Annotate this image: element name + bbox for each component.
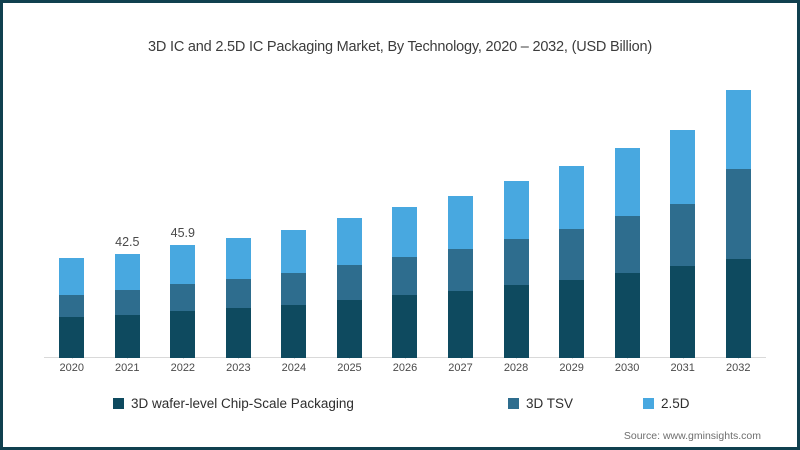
bar-segment[interactable] bbox=[281, 272, 307, 305]
stacked-bar[interactable] bbox=[392, 206, 418, 358]
bar-segment[interactable] bbox=[170, 284, 196, 312]
bar-column[interactable] bbox=[599, 76, 655, 359]
bar-segment[interactable] bbox=[392, 295, 418, 358]
bar-value-label: 45.9 bbox=[170, 226, 195, 241]
bar-segment[interactable] bbox=[614, 148, 640, 217]
stacked-bar[interactable] bbox=[170, 245, 196, 358]
stacked-bar[interactable] bbox=[614, 148, 640, 358]
bar-segment[interactable] bbox=[281, 304, 307, 358]
chart-title: 3D IC and 2.5D IC Packaging Market, By T… bbox=[148, 39, 652, 55]
x-axis-tick-label: 2020 bbox=[59, 362, 84, 374]
bar-segment[interactable] bbox=[614, 216, 640, 273]
legend-swatch-icon bbox=[643, 398, 654, 409]
bar-segment[interactable] bbox=[392, 206, 418, 257]
bar-column[interactable] bbox=[655, 76, 711, 359]
bar-segment[interactable] bbox=[725, 168, 751, 260]
legend-item[interactable]: 3D TSV bbox=[508, 396, 573, 411]
x-axis-tick-label: 2032 bbox=[725, 362, 751, 374]
legend-item[interactable]: 3D wafer-level Chip-Scale Packaging bbox=[113, 396, 354, 411]
bar-segment[interactable] bbox=[448, 195, 474, 250]
x-axis-tick-label: 2021 bbox=[115, 362, 140, 374]
bar-column[interactable] bbox=[710, 76, 766, 359]
x-axis-labels: 2020 2021 2022 2023 2024 2025 2026 2027 2028 2029… bbox=[44, 362, 766, 380]
stacked-bar[interactable] bbox=[59, 258, 85, 358]
bar-column[interactable] bbox=[488, 76, 544, 359]
stacked-bar[interactable] bbox=[336, 218, 362, 358]
bar-column[interactable] bbox=[266, 76, 322, 359]
bar-segment[interactable] bbox=[559, 166, 585, 229]
x-axis-tick-label: 2022 bbox=[170, 362, 196, 374]
x-axis-tick-label: 2029 bbox=[559, 362, 584, 374]
stacked-bar[interactable] bbox=[225, 238, 251, 358]
bar-segment[interactable] bbox=[725, 259, 751, 358]
bar-segment[interactable] bbox=[225, 278, 251, 309]
chart-legend: 3D wafer-level Chip-Scale Packaging 3D TS… bbox=[6, 396, 794, 418]
stacked-bar[interactable] bbox=[281, 229, 307, 358]
x-axis-tick-label: 2023 bbox=[226, 362, 251, 374]
bar-column[interactable] bbox=[211, 76, 267, 359]
stacked-bar[interactable] bbox=[114, 253, 140, 358]
bar-segment[interactable] bbox=[114, 290, 140, 316]
bar-segment[interactable] bbox=[336, 218, 362, 265]
bar-segment[interactable] bbox=[59, 258, 85, 295]
bar-segment[interactable] bbox=[336, 300, 362, 358]
bar-segment[interactable] bbox=[448, 291, 474, 358]
legend-item[interactable]: 2.5D bbox=[643, 396, 690, 411]
bar-segment[interactable] bbox=[670, 203, 696, 267]
x-axis-tick-label: 2025 bbox=[337, 362, 362, 374]
plot-area: 42.5 45.9 bbox=[44, 76, 766, 359]
stacked-bar[interactable] bbox=[448, 195, 474, 358]
bar-segment[interactable] bbox=[614, 272, 640, 358]
x-axis-tick-label: 2024 bbox=[281, 362, 307, 374]
bar-column[interactable] bbox=[377, 76, 433, 359]
legend-swatch-icon bbox=[113, 398, 124, 409]
bar-segment[interactable] bbox=[670, 129, 696, 204]
bar-column[interactable]: 45.9 bbox=[155, 76, 211, 359]
x-axis-tick-label: 2027 bbox=[448, 362, 473, 374]
x-axis-tick-label: 2031 bbox=[670, 362, 695, 374]
bar-segment[interactable] bbox=[225, 308, 251, 358]
bar-column[interactable] bbox=[433, 76, 489, 359]
bar-column[interactable]: 42.5 bbox=[100, 76, 156, 359]
stacked-bar[interactable] bbox=[725, 89, 751, 358]
x-axis-tick-label: 2026 bbox=[392, 362, 418, 374]
legend-label: 3D wafer-level Chip-Scale Packaging bbox=[131, 396, 354, 411]
stacked-bar[interactable] bbox=[559, 166, 585, 358]
bar-segment[interactable] bbox=[114, 315, 140, 358]
bar-segment[interactable] bbox=[559, 279, 585, 358]
bar-segment[interactable] bbox=[281, 229, 307, 273]
bar-segment[interactable] bbox=[170, 311, 196, 358]
bar-segment[interactable] bbox=[725, 89, 751, 169]
bar-segment[interactable] bbox=[392, 257, 418, 296]
bar-column[interactable] bbox=[544, 76, 600, 359]
bar-column[interactable] bbox=[44, 76, 100, 359]
bar-segment[interactable] bbox=[503, 285, 529, 358]
x-axis-tick-label: 2028 bbox=[503, 362, 529, 374]
stacked-bar[interactable] bbox=[503, 181, 529, 358]
source-attribution: Source: www.gminsights.com bbox=[623, 430, 761, 442]
bar-segment[interactable] bbox=[59, 294, 85, 318]
bar-segment[interactable] bbox=[670, 266, 696, 358]
legend-swatch-icon bbox=[508, 398, 519, 409]
bar-segment[interactable] bbox=[336, 264, 362, 301]
legend-label: 3D TSV bbox=[526, 396, 574, 411]
legend-label: 2.5D bbox=[661, 396, 690, 411]
stacked-bar[interactable] bbox=[670, 129, 696, 358]
bar-value-label: 42.5 bbox=[115, 234, 140, 249]
bar-segment[interactable] bbox=[59, 317, 85, 358]
bar-segment[interactable] bbox=[503, 181, 529, 240]
bar-column[interactable] bbox=[322, 76, 378, 359]
bar-segment[interactable] bbox=[448, 249, 474, 292]
bar-segment[interactable] bbox=[503, 239, 529, 286]
bar-segment[interactable] bbox=[559, 228, 585, 280]
bar-segment[interactable] bbox=[225, 238, 251, 279]
bar-segment[interactable] bbox=[170, 245, 196, 285]
chart-canvas: 3D IC and 2.5D IC Packaging Market, By T… bbox=[6, 6, 794, 444]
bar-segment[interactable] bbox=[114, 253, 140, 291]
x-axis-tick-label: 2030 bbox=[614, 362, 640, 374]
